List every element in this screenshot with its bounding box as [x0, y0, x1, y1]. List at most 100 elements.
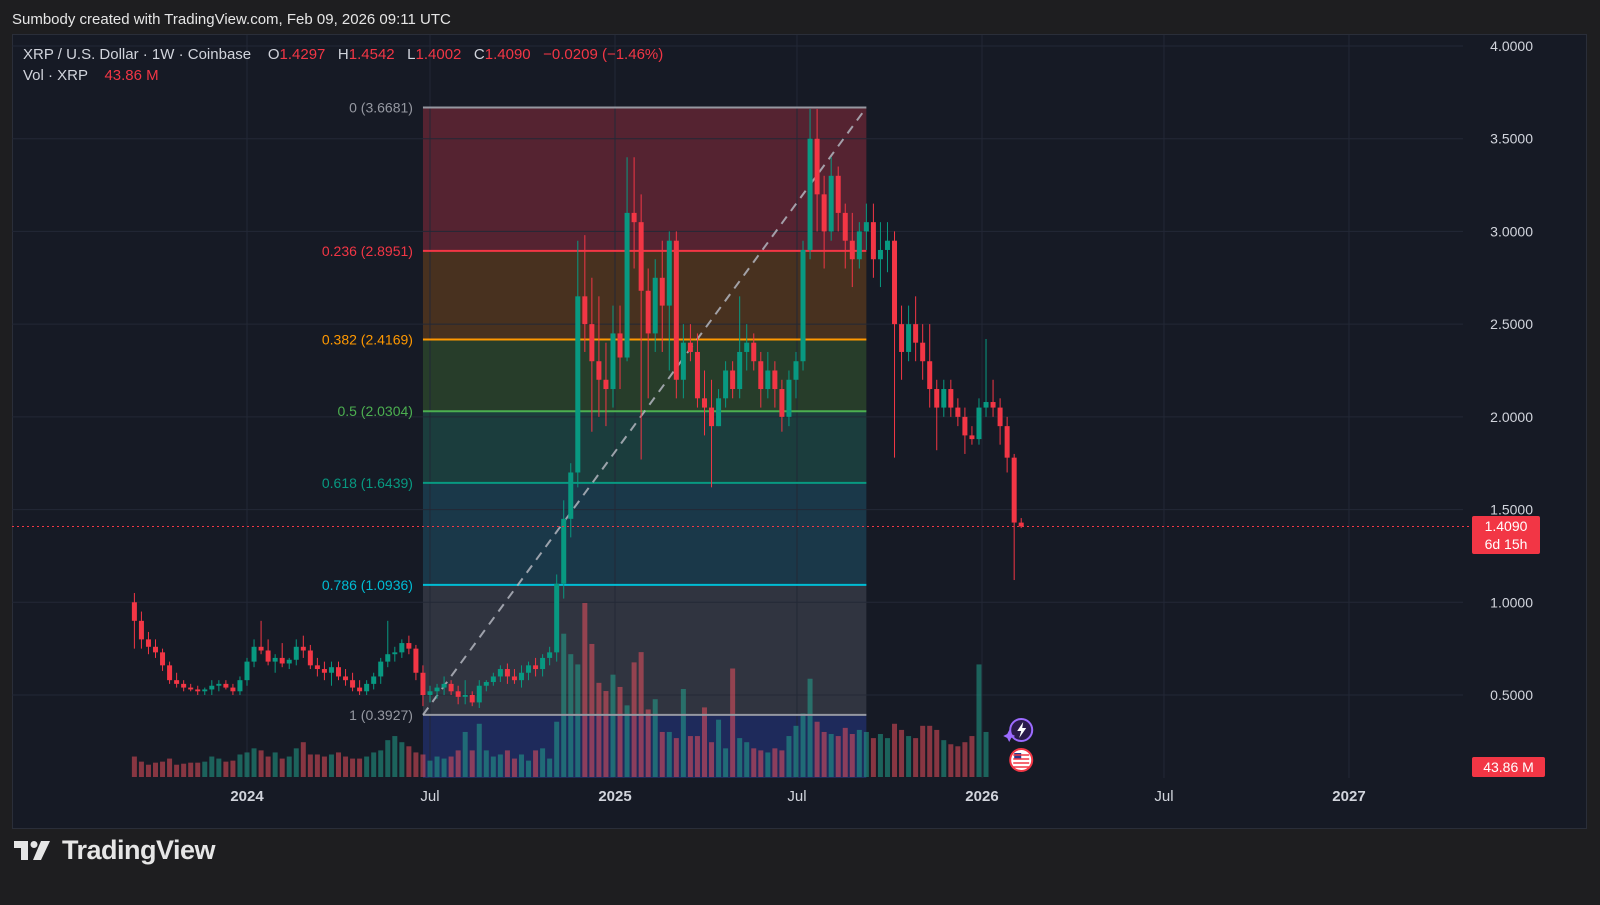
candle-body [849, 240, 855, 260]
volume-bar [751, 748, 757, 777]
candle-body [765, 370, 771, 390]
volume-bar [202, 761, 208, 777]
volume-bar [230, 760, 236, 777]
candle-body [406, 643, 412, 649]
volume-bar [547, 758, 553, 777]
grid-lines [12, 35, 1463, 778]
volume-bar [892, 723, 898, 777]
y-tick-label: 1.5000 [1490, 502, 1533, 518]
volume-bar [533, 750, 539, 777]
candle-body [842, 212, 848, 241]
candle-body [434, 687, 440, 692]
candle-body [589, 324, 595, 362]
volume-bar [385, 740, 391, 777]
fib-zone-0 [422, 107, 867, 251]
candle-body [941, 389, 947, 408]
volume-bar [772, 748, 778, 777]
symbol-label: XRP / U.S. Dollar · 1W · Coinbase [23, 46, 252, 63]
event-us-flag-icon[interactable] [1009, 748, 1034, 772]
candle-body [666, 240, 672, 306]
volume-bar [504, 750, 510, 777]
candle-body [694, 351, 700, 399]
candle-body [371, 676, 377, 684]
candle-body [568, 472, 574, 519]
candle-body [596, 361, 602, 380]
volume-bar [800, 713, 806, 777]
volume-bar [223, 761, 229, 777]
candle-body [153, 646, 159, 653]
volume-bar [786, 736, 792, 777]
candle-body [906, 324, 912, 352]
fib-label-0: 0 (3.6681) [349, 100, 413, 116]
volume-bar [455, 750, 461, 777]
volume-bar [300, 742, 306, 777]
y-tick-label: 4.0000 [1490, 38, 1533, 54]
candle-body [1004, 426, 1010, 458]
candle-body [1011, 457, 1017, 523]
high-value: 1.4542 [348, 46, 395, 63]
volume-bar [828, 734, 834, 777]
candle-body [378, 661, 384, 677]
volume-bar [279, 758, 285, 777]
candle-body [737, 351, 743, 390]
y-tick-label: 3.0000 [1490, 223, 1533, 239]
volume-bar [307, 754, 313, 777]
volume-value: 43.86 M [104, 67, 159, 84]
candle-body [497, 669, 503, 677]
volume-bar [357, 758, 363, 777]
fib-label-1: 1 (0.3927) [349, 707, 413, 723]
volume-bar [659, 731, 665, 777]
x-tick-label: 2026 [965, 788, 998, 805]
fib-label-0.618: 0.618 (1.6439) [322, 475, 413, 491]
fib-level-labels: 0 (3.6681) 0.236 (2.8951) 0.382 (2.4169) 0.… [322, 100, 413, 723]
last-price-value: 1.4090 [1484, 518, 1528, 534]
volume-bar [821, 731, 827, 777]
candle-body [1018, 522, 1024, 527]
volume-bar [877, 734, 883, 777]
volume-bar [469, 750, 475, 777]
volume-bar [807, 678, 813, 777]
volume-bar [526, 760, 532, 777]
volume-bar [976, 664, 982, 777]
open-label: O [267, 46, 280, 63]
candle-body [455, 691, 461, 697]
candle-body [807, 138, 813, 250]
candle-body [392, 652, 398, 655]
volume-bar [849, 734, 855, 777]
candle-body [701, 398, 707, 408]
candle-body [603, 379, 609, 390]
candle-body [328, 667, 334, 673]
candle-body [962, 416, 968, 436]
tradingview-logo[interactable]: TradingView [14, 834, 216, 866]
candle-body [265, 650, 271, 662]
volume-bar [709, 742, 715, 777]
y-tick-label: 1.0000 [1490, 594, 1533, 610]
fib-label-0.5: 0.5 (2.0304) [337, 403, 413, 419]
volume-bar [610, 674, 616, 777]
candle-body [343, 676, 349, 681]
volume-bar [328, 754, 334, 777]
volume-bar [476, 723, 482, 777]
volume-bar [758, 750, 764, 777]
candle-body [680, 342, 686, 380]
fib-level-lines [422, 106, 868, 716]
fib-label-0.236: 0.236 (2.8951) [322, 243, 413, 259]
x-tick-label: 2024 [230, 788, 264, 805]
fib-zone-fills [422, 107, 867, 778]
fib-zone-0.786 [422, 584, 867, 715]
event-lightning-icon[interactable] [1003, 718, 1034, 742]
volume-bar [371, 752, 377, 777]
candle-body [399, 643, 405, 653]
candle-body [652, 277, 658, 334]
candle-body [913, 324, 919, 343]
volume-bar [265, 756, 271, 777]
volume-bar [321, 756, 327, 777]
candle-body [730, 370, 736, 390]
candle-body [786, 379, 792, 417]
candle-body [195, 689, 201, 692]
candle-body [441, 683, 447, 688]
volume-bar [920, 725, 926, 777]
volume-bar [434, 756, 440, 777]
candle-body [863, 222, 869, 232]
